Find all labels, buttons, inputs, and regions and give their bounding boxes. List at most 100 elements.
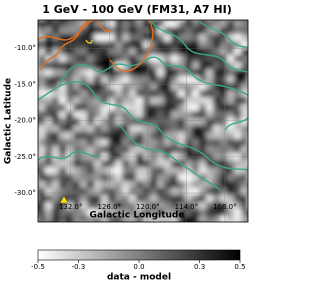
texture-cell (185, 104, 193, 112)
texture-cell (248, 34, 256, 42)
texture-cell (136, 209, 144, 217)
texture-cell (199, 223, 207, 231)
texture-cell (73, 195, 81, 203)
texture-cell (234, 76, 242, 84)
texture-cell (220, 111, 228, 119)
texture-cell (220, 202, 228, 210)
texture-cell (171, 223, 179, 231)
texture-cell (38, 146, 46, 154)
texture-cell (143, 83, 151, 91)
texture-cell (129, 69, 137, 77)
texture-cell (241, 76, 248, 84)
texture-cell (108, 55, 116, 63)
texture-cell (136, 132, 144, 140)
texture-cell (157, 41, 165, 49)
texture-cell (108, 209, 116, 217)
texture-cell (66, 62, 74, 70)
texture-cell (115, 27, 123, 35)
texture-cell (45, 188, 53, 196)
texture-cell (234, 20, 242, 28)
texture-cell (171, 139, 179, 147)
texture-cell (38, 195, 46, 203)
texture-cell (220, 34, 228, 42)
texture-cell (94, 125, 102, 133)
texture-cell (45, 195, 53, 203)
texture-cell (234, 83, 242, 91)
texture-cell (234, 48, 242, 56)
texture-cell (206, 34, 214, 42)
texture-cell (115, 209, 123, 217)
texture-cell (178, 76, 186, 84)
texture-cell (192, 125, 200, 133)
texture-cell (66, 125, 74, 133)
texture-cell (206, 55, 214, 63)
texture-cell (241, 83, 248, 91)
texture-cell (157, 132, 165, 140)
texture-cell (150, 160, 158, 168)
texture-cell (220, 188, 228, 196)
texture-cell (45, 167, 53, 175)
texture-cell (52, 202, 60, 210)
texture-cell (192, 139, 200, 147)
texture-cell (248, 97, 256, 105)
contour (149, 20, 248, 73)
texture-cell (234, 104, 242, 112)
texture-cell (206, 223, 214, 231)
texture-cell (129, 188, 137, 196)
texture-cell (199, 48, 207, 56)
texture-cell (101, 118, 109, 126)
texture-cell (206, 20, 214, 28)
texture-cell (178, 195, 186, 203)
texture-cell (157, 111, 165, 119)
texture-cell (234, 27, 242, 35)
texture-cell (38, 27, 46, 35)
texture-cell (227, 20, 235, 28)
texture-cell (143, 202, 151, 210)
texture-cell (143, 216, 151, 222)
texture-cell (227, 223, 235, 231)
texture-cell (192, 223, 200, 231)
texture-cell (73, 125, 81, 133)
texture-cell (157, 97, 165, 105)
texture-cell (45, 125, 53, 133)
texture-cell (136, 195, 144, 203)
texture-cell (248, 209, 256, 217)
texture-cell (136, 167, 144, 175)
contour (39, 20, 93, 71)
texture-cell (213, 97, 221, 105)
texture-cell (227, 76, 235, 84)
texture-cell (108, 167, 116, 175)
contour (38, 20, 96, 41)
texture-cell (143, 97, 151, 105)
texture-cell (122, 34, 130, 42)
texture-cell (52, 104, 60, 112)
texture-cell (206, 139, 214, 147)
texture-cell (178, 104, 186, 112)
texture-cell (94, 62, 102, 70)
texture-cell (234, 181, 242, 189)
texture-cell (73, 223, 81, 231)
texture-cell (80, 181, 88, 189)
texture-cell (150, 62, 158, 70)
texture-cell (164, 216, 172, 222)
texture-cell (248, 160, 256, 168)
texture-cell (248, 146, 256, 154)
texture-cell (143, 34, 151, 42)
texture-cell (136, 41, 144, 49)
texture-cell (52, 181, 60, 189)
texture-cell (87, 34, 95, 42)
texture-cell (164, 202, 172, 210)
texture-cell (192, 90, 200, 98)
texture-cell (80, 55, 88, 63)
residual-map (38, 20, 256, 231)
texture-cell (199, 69, 207, 77)
texture-cell (87, 132, 95, 140)
texture-cell (213, 216, 221, 222)
texture-cell (94, 146, 102, 154)
texture-cell (164, 160, 172, 168)
texture-cell (164, 90, 172, 98)
texture-cell (101, 209, 109, 217)
texture-cell (66, 160, 74, 168)
texture-cell (115, 20, 123, 28)
texture-cell (150, 174, 158, 182)
